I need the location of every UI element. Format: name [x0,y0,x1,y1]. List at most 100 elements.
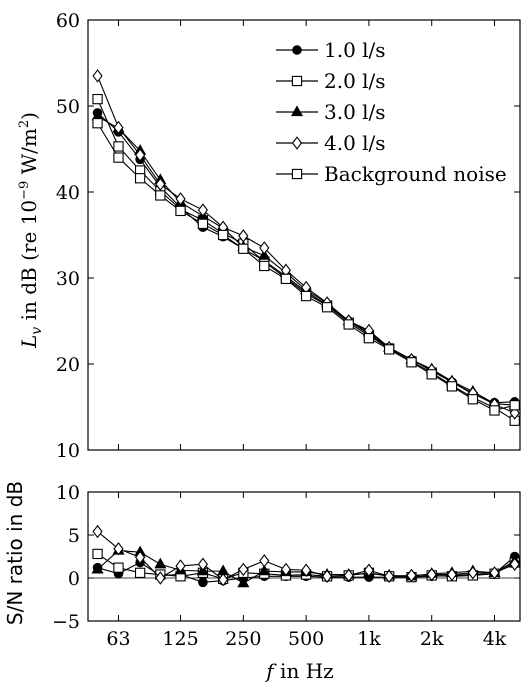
level-series-3 [92,69,520,420]
level-series-4-point [92,118,103,129]
snr-series-3-point [280,562,292,577]
snr-series-3-point [446,567,458,582]
snr-series-3-point [155,571,166,585]
level-y-label-close: ) [17,112,41,120]
snr-series-3-point [301,563,312,577]
snr-series-3-point [135,550,146,565]
level-series-1 [92,93,520,426]
snr-y-tick-label: 5 [68,525,80,547]
snr-plot-frame [87,491,521,622]
level-series-0 [92,108,520,408]
x-tick-label: 500 [288,628,324,650]
level-y-label-main: in dB (re 10 [17,200,41,321]
snr-series-3-point [259,554,270,568]
legend-marker [290,105,304,117]
snr-series-2-point [237,576,250,588]
snr-series-3-point [406,568,417,583]
x-tick-label: 1k [357,628,381,650]
level-series-2-line [97,115,515,406]
x-tick-label: 63 [106,628,130,650]
snr-series-3-point [343,568,354,583]
level-y-label-exp: −9 [17,181,32,200]
level-plot-frame [87,19,521,451]
level-series-4-point [321,302,333,313]
snr-y-ticks: −5 0 5 10 [52,482,520,633]
level-y-label-unit: W/m [17,128,41,181]
legend-label: 1.0 l/s [324,38,386,62]
legend-marker [292,45,302,55]
legend-entry-0: 1.0 l/s [276,38,386,62]
level-series-4 [92,118,520,416]
level-series-3-point [175,192,186,206]
legend-entry-3: 4.0 l/s [276,131,386,155]
snr-y-tick-label: −5 [52,611,80,633]
x-tick-label: 250 [225,628,261,650]
snr-series-2-point [258,564,271,576]
snr-series-3-point [467,566,478,580]
level-series-0-line [97,112,515,404]
snr-series-3-point [363,563,375,577]
level-series-4-point [113,152,124,163]
legend-marker [291,136,303,150]
level-series-4-point [300,290,312,302]
level-series-4-point [134,173,146,184]
snr-series-3 [92,524,520,587]
level-series-4-point [259,260,270,272]
level-series-3-point [155,177,166,191]
snr-y-tick-label: 10 [56,482,80,504]
level-panel: 10 20 30 40 50 60 Lv in dB (re 10−9 W/m2) 1.0… [17,10,521,462]
level-series-3-point [238,229,249,243]
level-series-3-point [259,241,270,255]
snr-series-1-point [113,562,124,573]
legend-entry-4: Background noise [276,162,507,186]
legend-entry-1: 2.0 l/s [276,69,386,93]
legend-entry-2: 3.0 l/s [276,100,386,124]
level-series-group [91,69,521,426]
snr-series-3-point [489,566,500,580]
level-series-3-point [135,148,146,162]
level-y-tick-label: 10 [56,440,80,462]
level-y-tick-label: 50 [56,96,80,118]
x-tick-label: 4k [483,628,507,650]
x-tick-label: 125 [162,628,198,650]
level-series-1-line [97,98,516,422]
snr-series-0-point [198,577,208,588]
level-series-4-point [509,400,520,411]
level-series-4-point [155,190,166,201]
level-y-tick-label: 60 [56,10,80,32]
legend-label: Background noise [324,162,507,186]
level-series-4-point [175,205,186,217]
snr-series-3-point [218,573,229,587]
snr-series-3-point [92,524,103,539]
level-series-4-point [467,394,479,405]
snr-series-3-point [321,569,333,583]
level-series-3-point [113,120,124,135]
level-series-4-point [280,273,292,285]
legend-label: 4.0 l/s [324,131,386,155]
level-y-tick-label: 40 [56,182,80,204]
x-tick-label: 2k [420,628,444,650]
level-y-tick-label: 30 [56,268,80,290]
snr-series-2-point [91,562,104,574]
level-series-3-point [197,203,209,217]
level-series-4-point [217,229,229,241]
snr-series-3-point [426,567,437,582]
level-series-3-line [97,75,515,414]
legend: 1.0 l/s 2.0 l/s 3.0 l/s 4.0 l/s Background n… [276,38,507,186]
legend-marker [291,168,303,180]
level-series-4-point [343,319,354,330]
snr-series-group [91,524,521,588]
level-series-4-point [489,405,500,416]
snr-x-ticks: 63 125 250 500 1k 2k 4k [106,20,507,650]
legend-label: 2.0 l/s [324,69,386,93]
snr-series-3-point [175,559,186,573]
snr-series-1-point [134,567,146,578]
snr-y-axis-label: S/N ratio in dB [3,481,27,625]
snr-series-2-point [154,557,167,569]
level-series-4-point [363,333,375,344]
legend-marker [291,75,303,87]
level-y-tick-label: 20 [56,354,80,376]
snr-series-1-point [92,548,103,560]
level-series-4-point [238,243,249,254]
